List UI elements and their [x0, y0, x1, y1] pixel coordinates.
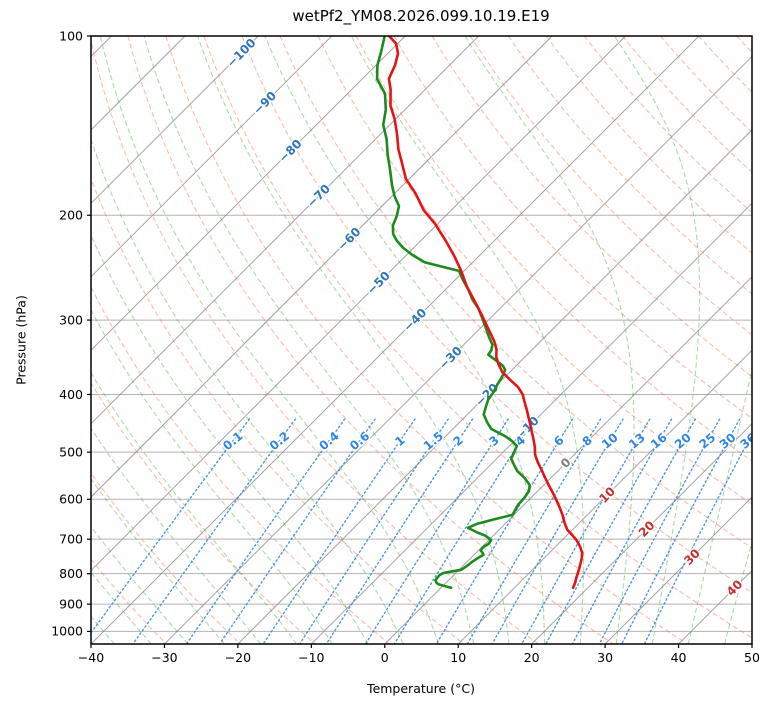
isotherm-lines: [91, 36, 752, 644]
temperature-curve: [387, 36, 584, 590]
inline-label: 1.5: [421, 429, 446, 453]
y-tick-label: 800: [59, 566, 83, 581]
inline-label: 20: [672, 430, 694, 451]
y-tick-label: 900: [59, 596, 83, 611]
x-tick-label: 0: [381, 650, 389, 665]
y-tick-label: 600: [59, 492, 83, 507]
inline-label: 36: [737, 430, 759, 451]
y-tick-label: 700: [59, 531, 83, 546]
inline-label: 0.4: [316, 429, 341, 453]
x-tick-label: −30: [151, 650, 177, 665]
plot-area: −100−90−80−70−60−50−40−30−20−10010203040…: [91, 36, 759, 644]
inline-label: 2: [450, 433, 465, 449]
inline-label: 3: [486, 433, 501, 449]
y-tick-label: 500: [59, 444, 83, 459]
y-tick-label: 200: [59, 208, 83, 223]
y-tick-label: 100: [59, 28, 83, 43]
inline-label: 6: [551, 433, 566, 449]
inline-label: −100: [224, 36, 259, 71]
x-tick-label: 50: [744, 650, 760, 665]
x-tick-label: 20: [524, 650, 540, 665]
inline-label: 16: [648, 430, 670, 451]
x-tick-label: 30: [597, 650, 613, 665]
x-tick-label: 40: [671, 650, 687, 665]
y-tick-label: 400: [59, 387, 83, 402]
y-tick-label: 300: [59, 312, 83, 327]
pressure-gridlines: [91, 36, 752, 632]
x-axis-title: Temperature (°C): [367, 681, 475, 696]
inline-label: 13: [626, 430, 648, 451]
inline-label: 25: [696, 430, 718, 451]
x-tick-label: −20: [225, 650, 251, 665]
dry-adiabat-lines: [91, 36, 752, 644]
x-tick-label: −40: [78, 650, 104, 665]
inline-label: 0.6: [347, 429, 372, 453]
moist-adiabat-lines: [91, 36, 752, 644]
inline-label: 30: [717, 430, 739, 451]
inline-label: 0.2: [267, 429, 292, 453]
inline-label: 10: [599, 430, 621, 451]
chart-title: wetPf2_YM08.2026.099.10.19.E19: [292, 7, 550, 25]
mixing-ratio-lines: [91, 418, 752, 644]
x-tick-label: −10: [298, 650, 324, 665]
y-tick-label: 1000: [51, 624, 83, 639]
x-tick-label: 10: [450, 650, 466, 665]
axes-frame: −40 −30 −20 −10 0 10 20 30 40 5010020030040050060…: [51, 28, 760, 665]
inline-label: 1: [392, 433, 407, 449]
dewpoint-curve: [375, 36, 532, 590]
